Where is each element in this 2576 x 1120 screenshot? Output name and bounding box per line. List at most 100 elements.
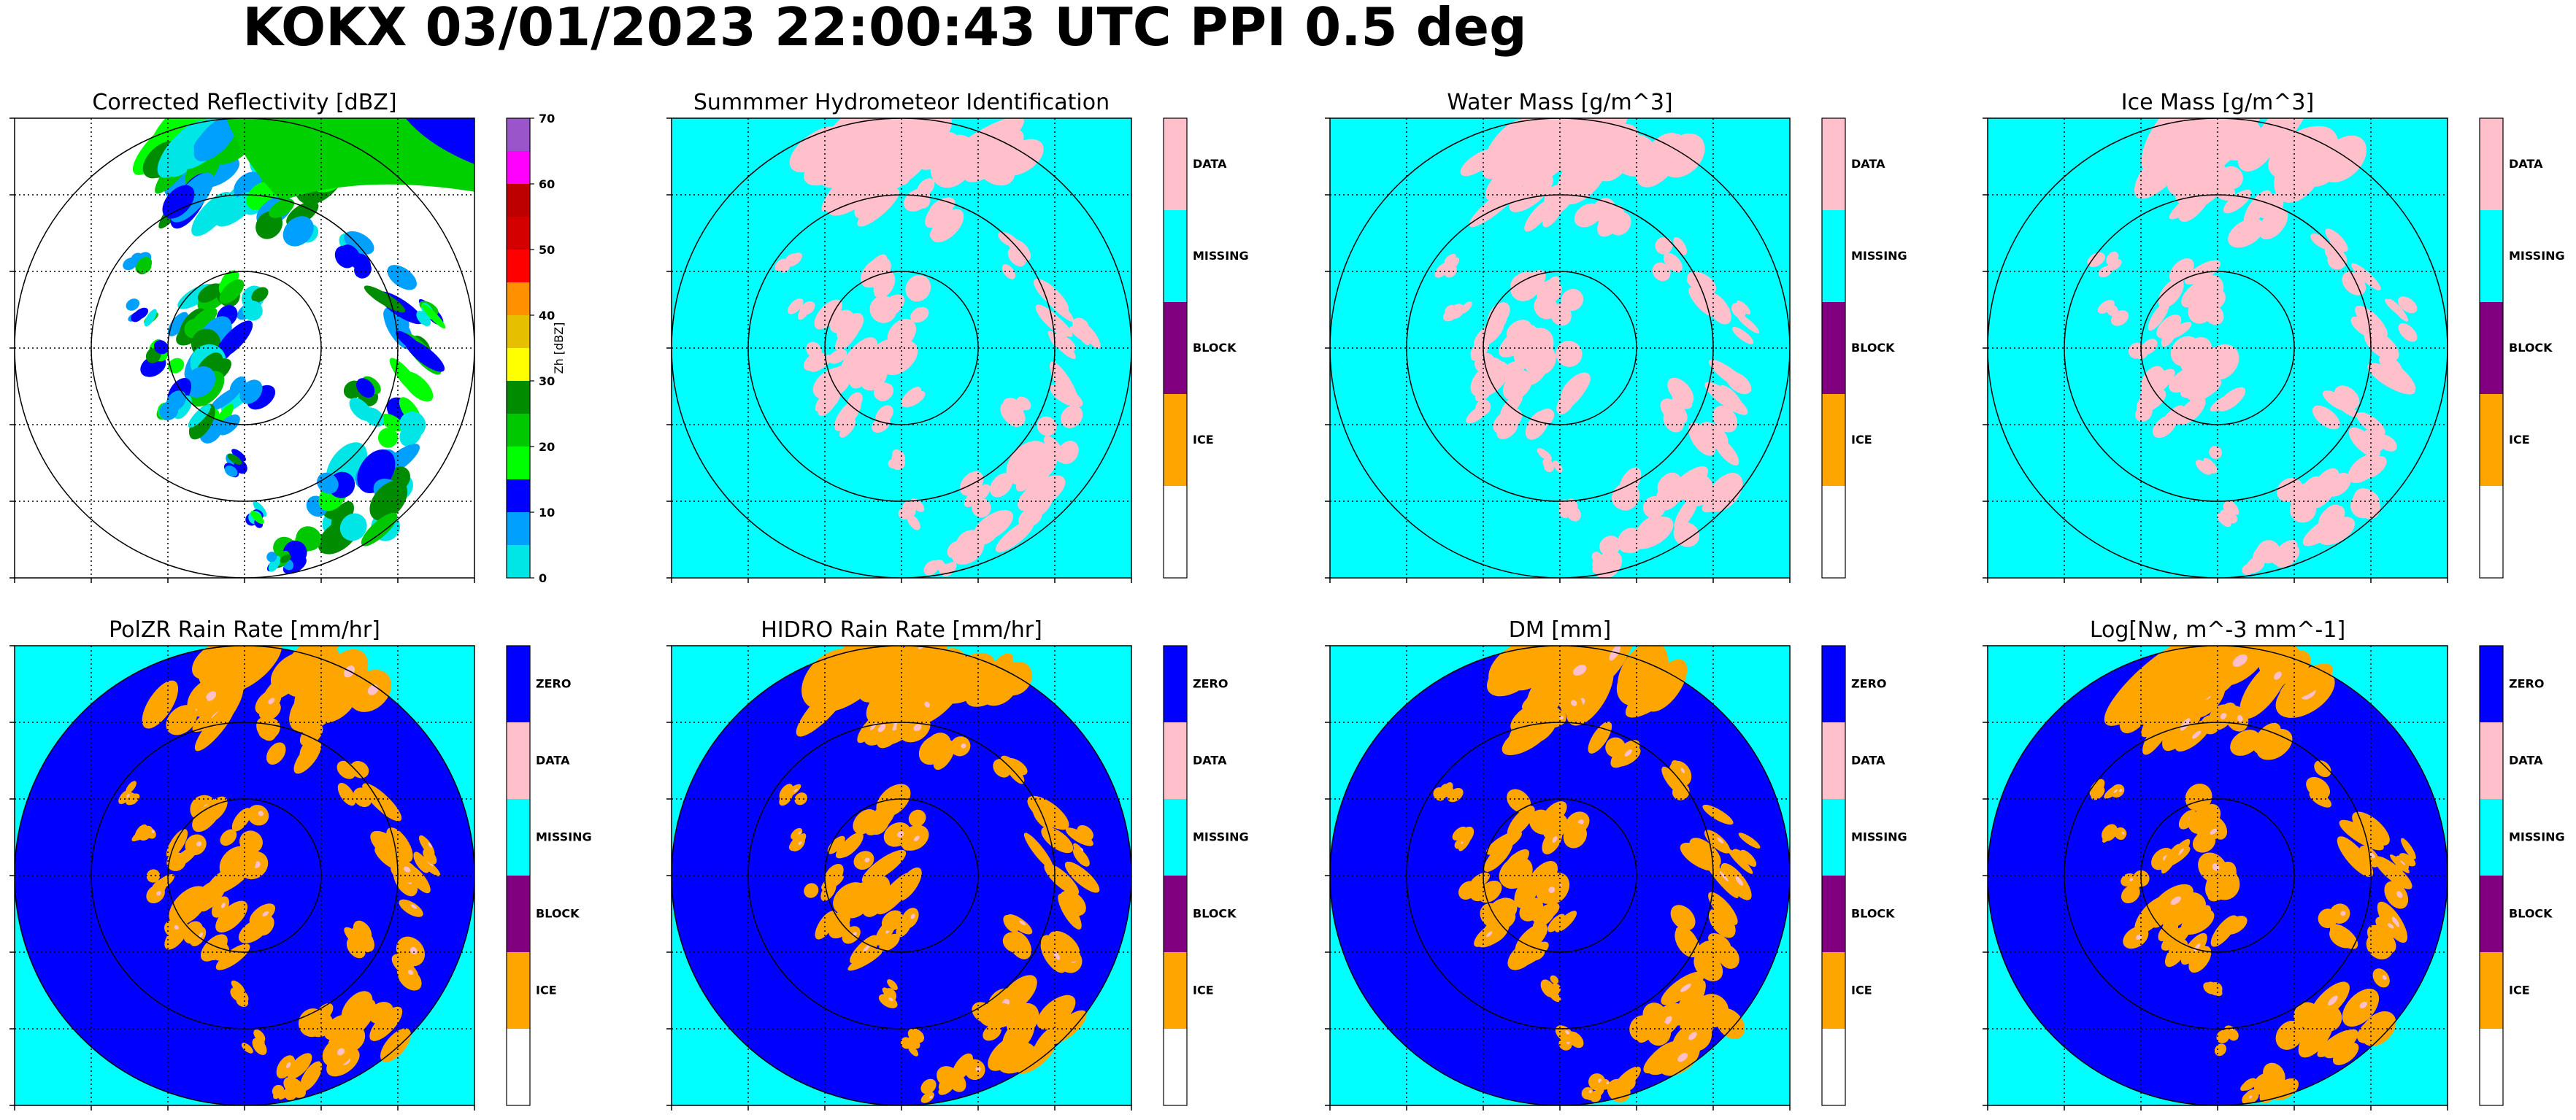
echo-cell (1591, 552, 1603, 564)
colorbar-segment (507, 381, 530, 414)
echo-cell (873, 271, 896, 298)
echo-cell (238, 919, 269, 943)
panel-title: HIDRO Rain Rate [mm/hr] (761, 617, 1042, 643)
panel-title: Corrected Reflectivity [dBZ] (92, 90, 396, 115)
echo-cell (2142, 713, 2172, 755)
echo-cell (1556, 341, 1583, 367)
colorbar-category-label: BLOCK (2509, 341, 2553, 355)
colorbar-segment (507, 479, 530, 512)
echo-cell (1670, 905, 1696, 931)
echo-cell (364, 285, 406, 313)
colorbar: ZERO DATA MISSING BLOCK ICE (1163, 645, 1249, 1106)
echo-cell (2307, 468, 2340, 509)
echo-cell (2230, 730, 2261, 756)
colorbar-tick-label: 50 (539, 243, 555, 257)
range-ring-2 (2064, 194, 2372, 502)
colorbar-tick-label: 20 (539, 440, 555, 454)
echo-cell (349, 398, 372, 421)
colorbar-segment (507, 646, 530, 722)
echo-cell (2356, 412, 2385, 436)
colorbar-segment (1164, 486, 1187, 578)
echo-cell (933, 740, 956, 771)
echo-cell (1688, 422, 1716, 456)
echo-cell (2390, 854, 2410, 873)
colorbar-segment (1164, 210, 1187, 302)
echo-cell (2156, 314, 2182, 339)
echo-cell (2228, 218, 2264, 248)
colorbar-segment (1822, 799, 1845, 876)
echo-cell (1564, 169, 1589, 190)
echo-region (226, 118, 474, 201)
colorbar-segment (2480, 1029, 2503, 1105)
echo-cell (1049, 361, 1080, 409)
echo-cell (1524, 199, 1553, 232)
echo-cell (1543, 461, 1554, 472)
colorbar-segment (2480, 799, 2503, 876)
colorbar-segment (1822, 1029, 1845, 1105)
colorbar-category-label: MISSING (1851, 830, 1907, 844)
echo-cell (2195, 460, 2212, 475)
echo-cell (1713, 436, 1739, 466)
echo-cell (254, 1030, 265, 1046)
echo-core (864, 857, 870, 862)
echo-cell (2237, 128, 2276, 171)
colorbar-segment (1164, 302, 1187, 394)
panel-title: Water Mass [g/m^3] (1447, 90, 1672, 115)
echo-cell (1058, 894, 1082, 930)
echo-cell (1487, 302, 1510, 328)
echo-cell (220, 829, 237, 846)
echo-cell (1018, 444, 1058, 484)
echo-cell (1525, 410, 1550, 440)
colorbar-tick-label: 30 (539, 374, 555, 388)
colorbar-frame (2479, 645, 2504, 1106)
echo-cell (131, 311, 143, 323)
colorbar-segment (507, 876, 530, 952)
panel-6: HIDRO Rain Rate [mm/hr] ZERO DATA MISSING BL… (666, 617, 1249, 1111)
colorbar-category-label: MISSING (1193, 249, 1249, 263)
echo-cell (901, 828, 926, 851)
echo-cell (1618, 1075, 1636, 1092)
echo-cell (2263, 1062, 2285, 1088)
echo-core (1552, 835, 1558, 843)
echo-cell (2188, 946, 2212, 973)
echo-cell (1617, 528, 1642, 553)
echo-cell (837, 312, 864, 341)
echo-cell (915, 131, 959, 170)
echo-cell (1057, 441, 1079, 465)
echo-cell (2121, 873, 2136, 887)
echo-cell (272, 1084, 285, 1097)
colorbar-frame (506, 117, 531, 579)
plot-area (15, 118, 474, 578)
echo-cell (2310, 233, 2331, 250)
echo-core (888, 997, 893, 1002)
echo-cell (901, 390, 926, 408)
colorbar-segment (1822, 210, 1845, 302)
echo-core (206, 691, 217, 701)
echo-cell (396, 331, 423, 353)
echo-cell (2207, 875, 2235, 902)
echo-cell (299, 1061, 323, 1092)
colorbar-category-label: BLOCK (1851, 341, 1895, 355)
echo-core (126, 794, 130, 797)
echo-cell (1061, 405, 1083, 428)
echo-core (897, 831, 904, 838)
echo-cell (337, 782, 356, 806)
echo-cell (823, 366, 848, 392)
echo-cell (1483, 841, 1513, 872)
echo-cell (2342, 271, 2367, 296)
colorbar-category-label: ZERO (2509, 677, 2544, 691)
colorbar-segment (507, 282, 530, 315)
echo-cell (990, 473, 1013, 498)
echo-core (2191, 730, 2202, 739)
echo-core (910, 914, 915, 919)
echo-cell (999, 139, 1044, 176)
echo-cell (2166, 646, 2242, 708)
echo-core (403, 866, 411, 873)
colorbar-segment (507, 217, 530, 250)
echo-cell (421, 304, 446, 329)
echo-core (798, 841, 802, 845)
echo-cell (1704, 382, 1748, 415)
colorbar-segment (2480, 302, 2503, 394)
echo-cell (1645, 659, 1688, 712)
echo-core (2391, 916, 2400, 927)
